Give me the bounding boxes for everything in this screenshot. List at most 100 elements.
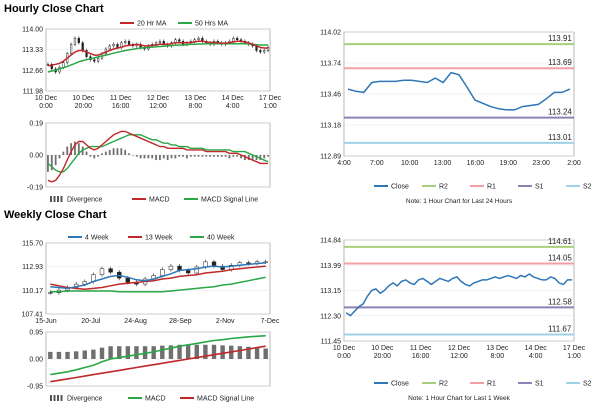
- hourly-levels-xtick: 19:00: [500, 160, 518, 167]
- hourly-price-xtick: 11 Dec: [110, 95, 132, 102]
- hourly-macd-legend-label: Divergence: [67, 197, 103, 204]
- hourly-price-candle-body: [127, 41, 131, 45]
- hourly-levels-xtick: 10:00: [401, 160, 419, 167]
- hourly-levels-ytick: 114.02: [320, 30, 341, 37]
- hourly-macd-divergence-bar: [186, 155, 188, 159]
- hourly-price-candle-body: [263, 50, 266, 53]
- hourly-macd-divergence-bar: [54, 155, 57, 166]
- hourly-macd-ytick: 0.00: [29, 153, 43, 160]
- hourly-price-ytick: 111.98: [23, 89, 43, 96]
- weekly-levels-level-label: 114.05: [548, 254, 572, 263]
- hourly-levels-xtick: 7:00: [370, 160, 384, 167]
- weekly-macd-divergence-bar: [194, 344, 199, 359]
- weekly-macd-divergence-bar: [185, 344, 191, 359]
- hourly-price-ytick: 114.00: [22, 27, 43, 34]
- hourly-price-xtick: 20:00: [75, 103, 93, 110]
- hourly-macd-divergence-bar: [263, 155, 266, 159]
- hourly-price-xtick: 1:00: [263, 103, 277, 110]
- weekly-price-40w-line: [50, 276, 266, 293]
- weekly-price-candle-body: [168, 265, 174, 270]
- hourly-price-ma50-line: [47, 42, 269, 73]
- weekly-levels-note: Note: 1 Hour Chart for Last 1 Week: [408, 395, 511, 402]
- weekly-levels-xtick: 10 Dec: [371, 345, 394, 352]
- weekly-chart-title: Weekly Close Chart: [4, 209, 107, 221]
- weekly-price-xtick: 20-Jul: [81, 318, 101, 325]
- hourly-macd-divergence-bar: [50, 155, 53, 171]
- hourly-macd-divergence-bar: [236, 155, 239, 157]
- hourly-price-candle-body: [236, 37, 239, 40]
- hourly-levels-legend-label: Close: [391, 184, 409, 191]
- hourly-price-ytick: 112.66: [22, 68, 43, 75]
- weekly-price-ytick: 112.93: [22, 264, 43, 271]
- hourly-macd-divergence-bar: [213, 155, 215, 157]
- hourly-macd-divergence-bar: [116, 148, 119, 155]
- weekly-macd-divergence-bar: [203, 344, 208, 359]
- hourly-macd-legend-swatch: [53, 196, 56, 202]
- weekly-price-legend-label: 40 Week: [207, 235, 235, 242]
- weekly-levels-ytick: 113.15: [320, 288, 341, 295]
- weekly-levels-xtick: 12:00: [450, 353, 468, 360]
- hourly-macd-divergence-bar: [70, 143, 73, 155]
- hourly-price-ma20-line: [47, 40, 269, 67]
- hourly-macd-divergence-bar: [159, 155, 161, 161]
- weekly-macd-divergence-bar: [125, 346, 131, 359]
- weekly-price-ytick: 107.41: [22, 312, 44, 319]
- hourly-price-xtick: 0:00: [39, 103, 53, 110]
- hourly-levels-xtick: 13:00: [434, 160, 452, 167]
- hourly-macd-divergence-bar: [209, 155, 212, 157]
- weekly-price-ytick: 110.17: [22, 288, 43, 295]
- hourly-price-legend-label: 50 Hrs MA: [195, 21, 228, 28]
- weekly-macd-divergence-bar: [48, 351, 53, 359]
- weekly-macd-divergence-bar: [65, 351, 70, 359]
- hourly-price-candle-body: [81, 42, 84, 51]
- hourly-macd-divergence-bar: [220, 155, 223, 157]
- hourly-price-candle-body: [259, 50, 262, 53]
- hourly-macd-legend-swatch: [57, 196, 59, 202]
- hourly-price-candle-body: [193, 39, 196, 42]
- weekly-price-ytick: 115.70: [22, 241, 43, 248]
- weekly-price-xtick: 15-Jun: [35, 318, 57, 325]
- hourly-levels-xtick: 2:00: [567, 160, 581, 167]
- hourly-macd-divergence-bar: [170, 155, 173, 159]
- hourly-macd-divergence-bar: [243, 155, 246, 161]
- weekly-levels-ytick: 112.30: [320, 313, 341, 320]
- weekly-levels-xtick: 10 Dec: [333, 345, 356, 352]
- hourly-levels-level-label: 113.01: [548, 133, 572, 142]
- hourly-levels-ytick: 113.46: [320, 92, 341, 99]
- weekly-price-candle-body: [125, 277, 131, 283]
- weekly-price-4w-line: [50, 261, 266, 290]
- hourly-macd-divergence-bar: [128, 153, 130, 155]
- weekly-price-candle-body: [48, 292, 53, 294]
- hourly-price-xtick: 8:00: [189, 103, 203, 110]
- weekly-price-13w-line: [50, 265, 266, 290]
- hourly-levels-close-line: [347, 71, 571, 111]
- hourly-macd-divergence-bar: [143, 155, 146, 159]
- weekly-macd-legend-label: MACD Signal Line: [197, 396, 254, 403]
- hourly-levels-xtick: 4:00: [337, 160, 351, 167]
- hourly-price-candle-body: [197, 37, 200, 40]
- hourly-macd-divergence-bar: [228, 155, 231, 159]
- hourly-macd-divergence-bar: [151, 155, 154, 159]
- weekly-price-candle-body: [220, 265, 225, 270]
- hourly-macd-ytick: 0.19: [29, 121, 43, 128]
- hourly-macd-divergence-bar: [85, 151, 88, 155]
- hourly-macd-divergence-bar: [66, 146, 69, 155]
- weekly-levels-xtick: 20:00: [374, 353, 392, 360]
- hourly-macd-divergence-bar: [135, 155, 138, 157]
- weekly-levels-ytick: 114.84: [320, 238, 341, 245]
- weekly-macd-legend-swatch: [57, 395, 59, 401]
- weekly-macd-legend-swatch: [60, 395, 63, 401]
- weekly-macd-divergence-bar: [160, 345, 165, 359]
- weekly-levels-legend-label: R2: [439, 381, 448, 388]
- hourly-price-candle-body: [50, 64, 53, 70]
- weekly-macd-divergence-bar: [263, 348, 268, 359]
- hourly-price-xtick: 13 Dec: [184, 95, 207, 102]
- hourly-macd-divergence-bar: [205, 155, 208, 157]
- weekly-price-xtick: 7-Dec: [261, 318, 280, 325]
- weekly-levels-level-label: 112.58: [548, 297, 572, 306]
- weekly-price-legend-label: 13 Week: [145, 235, 173, 242]
- weekly-price-candle-body: [99, 268, 105, 275]
- hourly-price-candle-body: [62, 62, 65, 68]
- weekly-macd-legend-swatch: [53, 395, 56, 401]
- hourly-price-candle-body: [73, 37, 77, 45]
